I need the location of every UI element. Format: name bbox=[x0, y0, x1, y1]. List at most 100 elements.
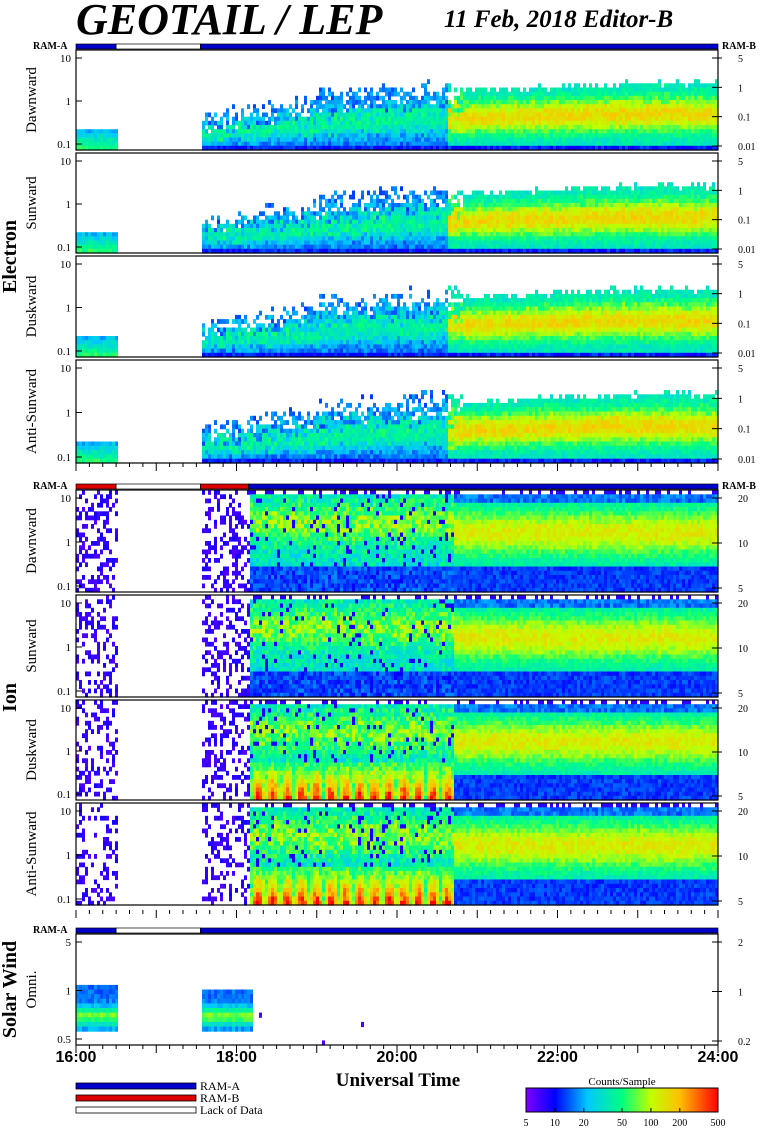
x-tick-label: 16:00 bbox=[56, 1049, 97, 1066]
left-tick-label: 10 bbox=[60, 806, 72, 818]
group-label: Electron bbox=[0, 220, 21, 293]
panel-label: Dawnward bbox=[24, 67, 40, 133]
left-tick-label: 0.1 bbox=[57, 452, 71, 464]
right-tick-label: 20 bbox=[738, 807, 748, 818]
left-tick-label: 10 bbox=[60, 493, 72, 505]
ram-bar-segment bbox=[200, 928, 718, 933]
right-tick-label: 0.01 bbox=[738, 349, 756, 360]
right-tick-label: 10 bbox=[738, 852, 748, 863]
left-tick-label: 1 bbox=[66, 199, 72, 211]
spectrogram-1-0 bbox=[76, 490, 718, 593]
x-tick-label: 24:00 bbox=[698, 1049, 739, 1066]
x-tick-label: 22:00 bbox=[537, 1049, 578, 1066]
right-tick-label: 0.01 bbox=[738, 245, 756, 256]
ram-left-label: RAM-A bbox=[33, 925, 68, 936]
spectrogram-2-0 bbox=[76, 985, 364, 1046]
group-label: Ion bbox=[0, 683, 21, 712]
ram-bar-segment bbox=[116, 928, 200, 933]
right-tick-label: 0.1 bbox=[738, 319, 751, 330]
right-tick-label: 1 bbox=[738, 83, 743, 94]
right-tick-label: 20 bbox=[738, 599, 748, 610]
right-tick-label: 5 bbox=[738, 792, 743, 803]
right-tick-label: 10 bbox=[738, 539, 748, 550]
colorbar-tick-label: 20 bbox=[579, 1118, 589, 1128]
left-tick-label: 1 bbox=[66, 986, 72, 998]
left-tick-label: 0.1 bbox=[57, 242, 71, 254]
left-tick-label: 0.1 bbox=[57, 789, 71, 801]
left-tick-label: 0.5 bbox=[57, 1034, 71, 1046]
right-tick-label: 20 bbox=[738, 704, 748, 715]
left-tick-label: 10 bbox=[60, 259, 72, 271]
panel-label: Duskward bbox=[24, 275, 40, 337]
right-tick-label: 20 bbox=[738, 494, 748, 505]
right-tick-label: 10 bbox=[738, 644, 748, 655]
spectrogram-0-0 bbox=[76, 79, 718, 150]
colorbar-tick-label: 500 bbox=[711, 1118, 726, 1128]
left-tick-label: 1 bbox=[66, 850, 72, 862]
right-tick-label: 5 bbox=[738, 260, 743, 271]
right-tick-label: 1 bbox=[738, 290, 743, 301]
panel-label: Sunward bbox=[24, 619, 40, 673]
ram-bar-segment bbox=[76, 484, 116, 489]
spectrogram-1-2 bbox=[76, 700, 718, 801]
left-tick-label: 10 bbox=[60, 598, 72, 610]
right-tick-label: 0.2 bbox=[738, 1037, 751, 1048]
legend-swatch bbox=[76, 1107, 196, 1113]
ram-right-label: RAM-B bbox=[722, 481, 756, 492]
colorbar-tick-label: 5 bbox=[524, 1118, 529, 1128]
right-tick-label: 5 bbox=[738, 54, 743, 65]
ram-bar-segment bbox=[116, 44, 200, 49]
right-tick-label: 0.1 bbox=[738, 113, 751, 124]
right-tick-label: 0.01 bbox=[738, 455, 756, 466]
panel-label: Duskward bbox=[24, 719, 40, 781]
left-tick-label: 10 bbox=[60, 363, 72, 375]
panel-label: Omni. bbox=[24, 971, 40, 1009]
colorbar-tick-label: 50 bbox=[617, 1118, 627, 1128]
left-tick-label: 1 bbox=[66, 96, 72, 108]
right-tick-label: 1 bbox=[738, 394, 743, 405]
right-tick-label: 0.01 bbox=[738, 142, 756, 153]
left-tick-label: 10 bbox=[60, 703, 72, 715]
left-tick-label: 0.1 bbox=[57, 346, 71, 358]
left-tick-label: 1 bbox=[66, 642, 72, 654]
right-tick-label: 10 bbox=[738, 748, 748, 759]
right-tick-label: 1 bbox=[738, 186, 743, 197]
colorbar-tick-label: 200 bbox=[672, 1118, 687, 1128]
panel-label: Dawnward bbox=[24, 508, 40, 574]
left-tick-label: 0.1 bbox=[57, 894, 71, 906]
x-tick-label: 20:00 bbox=[377, 1049, 418, 1066]
right-tick-label: 0.1 bbox=[738, 216, 751, 227]
left-tick-label: 1 bbox=[66, 537, 72, 549]
x-axis-title: Universal Time bbox=[336, 1070, 460, 1091]
left-tick-label: 1 bbox=[66, 303, 72, 315]
left-tick-label: 10 bbox=[60, 53, 72, 65]
right-tick-label: 5 bbox=[738, 584, 743, 595]
spectrogram-1-3 bbox=[76, 803, 718, 906]
spectrogram-1-1 bbox=[76, 595, 718, 698]
ram-bar-segment bbox=[116, 484, 200, 489]
panel-label: Anti-Sunward bbox=[24, 369, 40, 454]
ram-bar-segment bbox=[76, 44, 116, 49]
legend-swatch bbox=[76, 1083, 196, 1089]
ram-bar-segment bbox=[200, 44, 718, 49]
left-tick-label: 1 bbox=[66, 746, 72, 758]
left-tick-label: 0.1 bbox=[57, 139, 71, 151]
right-tick-label: 0.1 bbox=[738, 425, 751, 436]
right-tick-label: 2 bbox=[738, 938, 743, 949]
ram-bar-segment bbox=[76, 928, 116, 933]
left-tick-label: 10 bbox=[60, 156, 72, 168]
spectrogram-figure: RAM-A RAM-B Dawnward 10 1 0.1 5 1 0.1 0.01 Sunward… bbox=[0, 0, 762, 1128]
panel-label: Anti-Sunward bbox=[24, 811, 40, 896]
group-label: Solar Wind bbox=[0, 941, 21, 1038]
x-tick-label: 18:00 bbox=[216, 1049, 257, 1066]
colorbar-tick-label: 10 bbox=[550, 1118, 560, 1128]
panel-label: Sunward bbox=[24, 176, 40, 230]
panel-frame bbox=[76, 934, 718, 1045]
spectrogram-0-3 bbox=[76, 390, 718, 464]
spectrogram-0-1 bbox=[76, 182, 718, 253]
legend-swatch bbox=[76, 1095, 196, 1101]
legend-label: Lack of Data bbox=[200, 1103, 263, 1117]
right-tick-label: 5 bbox=[738, 364, 743, 375]
ram-left-label: RAM-A bbox=[33, 481, 68, 492]
left-tick-label: 0.1 bbox=[57, 686, 71, 698]
